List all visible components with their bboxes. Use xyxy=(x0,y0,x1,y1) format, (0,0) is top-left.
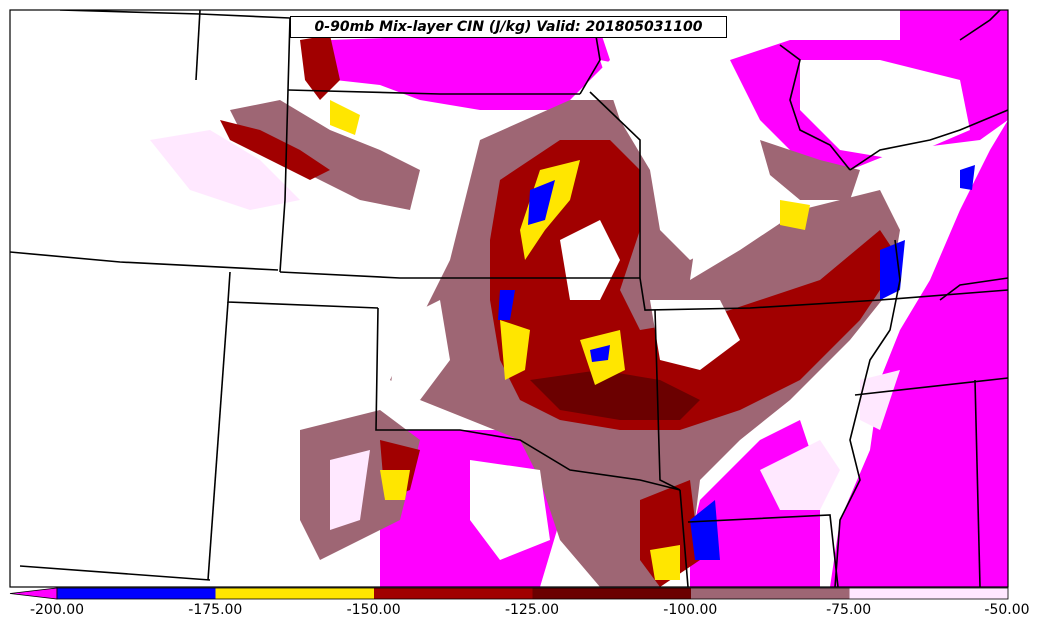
map-title-box: 0-90mb Mix-layer CIN (J/kg) Valid: 20180… xyxy=(290,16,727,38)
colorbar-bin xyxy=(215,588,374,599)
colorbar-tick-label: -175.00 xyxy=(188,602,243,618)
colorbar-bin xyxy=(532,588,691,599)
colorbar-tick-label: -100.00 xyxy=(663,602,718,618)
colorbar-outline xyxy=(56,587,1009,600)
colorbar-tick-label: -125.00 xyxy=(504,602,560,618)
colorbar-tick-label: -200.00 xyxy=(29,602,85,618)
colorbar-bin xyxy=(849,588,1008,599)
colorbar-bin xyxy=(374,588,533,599)
colorbar-tick-label: -50.00 xyxy=(984,602,1030,618)
colorbar-bin xyxy=(691,588,850,599)
political-boundaries xyxy=(10,10,1008,587)
map-frame xyxy=(9,9,1009,588)
cin-white-region xyxy=(390,60,970,560)
map-title: 0-90mb Mix-layer CIN (J/kg) Valid: 20180… xyxy=(314,19,703,35)
cin-pink-region xyxy=(150,130,900,530)
colorbar-tick-label: -75.00 xyxy=(826,602,872,618)
colorbar-bin xyxy=(57,588,216,599)
colorbar xyxy=(9,587,1009,600)
colorbar-tick-label: -150.00 xyxy=(346,602,401,618)
